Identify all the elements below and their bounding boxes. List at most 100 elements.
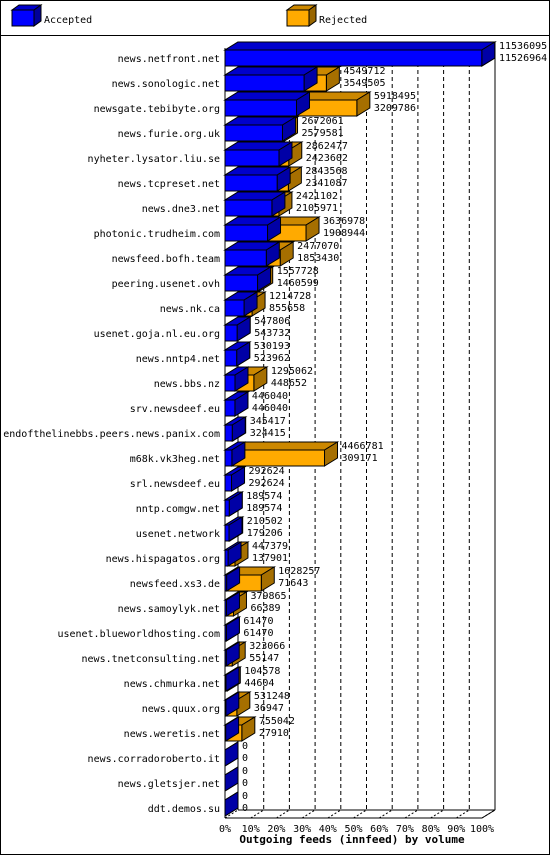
x-tick: [430, 809, 444, 819]
value-label: 3209786: [374, 103, 416, 114]
value-label: 1628257: [278, 566, 320, 577]
value-label: 531248: [254, 691, 290, 702]
value-label: 855658: [269, 303, 305, 314]
value-label: 1853430: [297, 253, 339, 264]
value-label: 179206: [247, 528, 283, 539]
x-tick-label: 40%: [319, 824, 337, 835]
value-label: 189574: [246, 491, 282, 502]
value-label: 11526964: [499, 53, 547, 64]
value-label: 0: [242, 753, 248, 764]
value-label: 210502: [247, 516, 283, 527]
value-label: 309171: [342, 453, 378, 464]
y-tick-label: srl.newsdeef.eu: [130, 479, 220, 490]
value-label: 71643: [278, 578, 308, 589]
x-tick: [456, 809, 470, 819]
value-label: 0: [242, 791, 248, 802]
y-tick-label: news.tnetconsulting.net: [82, 654, 220, 665]
bar-side: [224, 766, 239, 792]
bar: [224, 499, 230, 517]
value-label: 323066: [249, 641, 285, 652]
bar: [224, 549, 229, 567]
legend-label: Accepted: [44, 15, 92, 26]
bar: [224, 724, 227, 742]
bar: [224, 299, 245, 317]
bar: [224, 99, 298, 117]
bar-top: [223, 66, 319, 76]
bar: [224, 574, 228, 592]
y-tick-label: peering.usenet.ovh: [112, 279, 220, 290]
bar: [224, 249, 267, 267]
x-tick-label: 90%: [447, 824, 465, 835]
axis: [481, 809, 496, 819]
y-tick-label: newsfeed.bofh.team: [112, 254, 220, 265]
value-label: 1460599: [277, 278, 319, 289]
x-tick-label: 80%: [422, 824, 440, 835]
y-tick-label: news.chmurka.net: [124, 679, 220, 690]
bar: [224, 474, 233, 492]
value-label: 3549505: [343, 78, 385, 89]
value-label: 66389: [250, 603, 280, 614]
value-label: 292624: [249, 478, 285, 489]
y-tick-label: news.dne3.net: [142, 204, 220, 215]
value-label: 1908944: [323, 228, 365, 239]
bar-top: [223, 41, 497, 51]
y-tick-label: newsgate.tebibyte.org: [94, 104, 220, 115]
y-tick-label: endofthelinebbs.peers.news.panix.com: [3, 429, 220, 440]
bar-side: [224, 791, 239, 817]
value-label: 27910: [259, 728, 289, 739]
x-tick-label: 30%: [293, 824, 311, 835]
y-tick-label: news.quux.org: [142, 704, 220, 715]
value-label: 446040: [252, 391, 288, 402]
bar: [224, 624, 227, 642]
bar: [224, 524, 230, 542]
value-label: 0: [242, 741, 248, 752]
bar: [224, 124, 283, 142]
y-tick-label: ddt.demos.su: [148, 804, 220, 815]
x-tick: [301, 809, 316, 819]
y-tick-label: m68k.vk3heg.net: [130, 454, 220, 465]
x-tick-label: 50%: [344, 824, 362, 835]
x-tick: [224, 809, 239, 819]
value-label: 1214728: [269, 291, 311, 302]
y-tick-label: news.gletsjer.net: [118, 779, 220, 790]
bar: [224, 49, 483, 67]
value-label: 379865: [250, 591, 286, 602]
bar: [224, 324, 238, 342]
legend-swatch: [286, 9, 310, 27]
value-label: 137901: [252, 553, 288, 564]
value-label: 11536095: [499, 41, 547, 52]
value-label: 543732: [254, 328, 290, 339]
x-tick: [353, 809, 367, 819]
y-tick-label: news.nk.ca: [160, 304, 220, 315]
bar: [224, 374, 236, 392]
value-label: 292624: [249, 466, 285, 477]
bar-side: [224, 741, 239, 767]
value-label: 4466781: [342, 441, 384, 452]
y-tick-label: nyheter.lysator.liu.se: [88, 154, 220, 165]
value-label: 345417: [250, 416, 286, 427]
x-tick-label: 0%: [219, 824, 231, 835]
value-label: 755042: [259, 716, 295, 727]
x-tick-label: 100%: [470, 824, 494, 835]
bar: [224, 74, 305, 92]
value-label: 0: [242, 778, 248, 789]
value-label: 55147: [249, 653, 279, 664]
value-label: 1557728: [277, 266, 319, 277]
value-label: 189574: [246, 503, 282, 514]
legend-label: Rejected: [319, 15, 367, 26]
value-label: 447379: [252, 541, 288, 552]
y-tick-label: news.nntp4.net: [136, 354, 220, 365]
value-label: 523962: [254, 353, 290, 364]
bar-top: [223, 91, 312, 101]
y-tick-label: photonic.trudheim.com: [94, 229, 220, 240]
y-tick-label: news.weretis.net: [124, 729, 220, 740]
x-tick-label: 20%: [267, 824, 285, 835]
y-tick-label: newsfeed.xs3.de: [130, 579, 220, 590]
value-label: 0: [242, 803, 248, 814]
value-label: 2421102: [296, 191, 338, 202]
y-tick-label: srv.newsdeef.eu: [130, 404, 220, 415]
bar: [224, 699, 227, 717]
bar: [224, 449, 233, 467]
y-tick-label: news.netfront.net: [118, 54, 220, 65]
